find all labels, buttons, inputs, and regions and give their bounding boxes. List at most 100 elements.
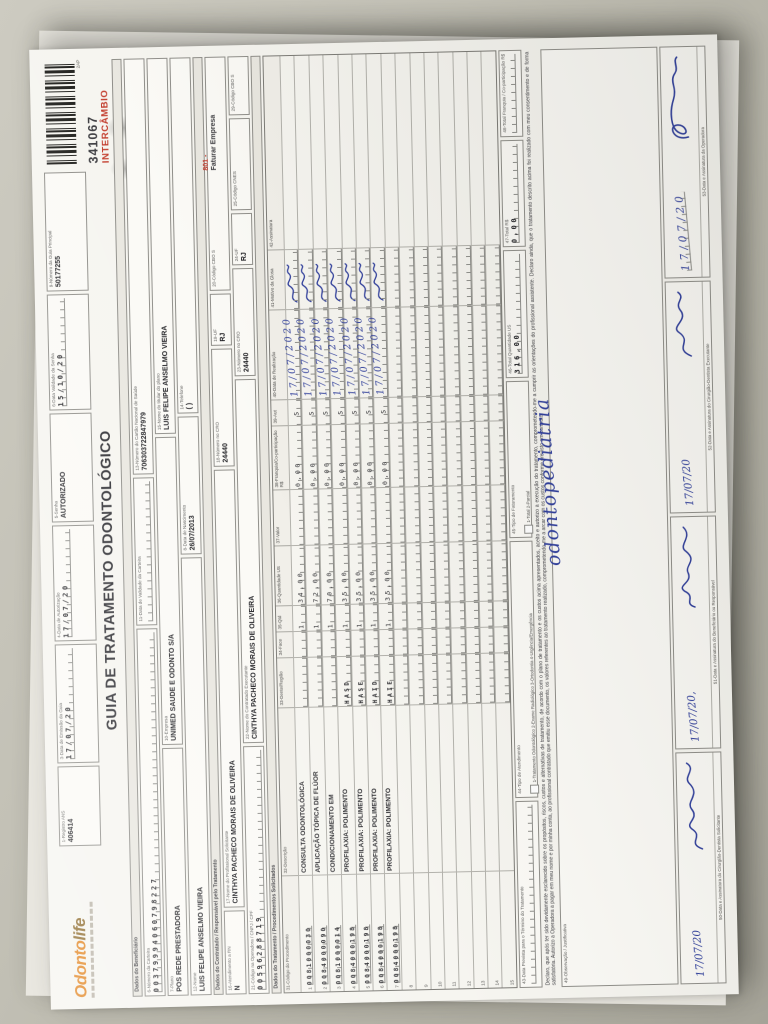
field-data-termino: 43-Data Prevista para o Término do Trata… bbox=[515, 800, 543, 989]
cell-qtd bbox=[450, 602, 466, 629]
signature-box-beneficiario: 17/07/20, 51-Data e Assinatura do Benefi… bbox=[669, 515, 722, 750]
cell-motivo-glosa bbox=[470, 245, 487, 306]
signature-squiggle-icon bbox=[685, 762, 704, 850]
table-row: 4 0084000198 PROFILAXIA: POLIMENTO HASD 1… bbox=[322, 54, 359, 992]
gto-form-sheet: Odontolife 1-Registro ANS 406414 3-Data … bbox=[29, 34, 739, 1010]
cell-aut bbox=[402, 397, 418, 424]
cell-dente: HAID bbox=[364, 656, 381, 707]
cell-aut: S bbox=[359, 398, 375, 425]
cell-aut bbox=[416, 396, 432, 424]
signature-box-solicitante: 17/07/20 50-Data e Assinatura do Cirurgi… bbox=[675, 751, 727, 985]
cell-qtd: 1 bbox=[378, 603, 394, 631]
cell-face bbox=[465, 627, 481, 655]
col-qtd: 35-Qtd bbox=[275, 606, 293, 633]
field-data-nascimento: 8-Data de Nascimento 26/07/2013 bbox=[177, 416, 202, 555]
cell-dente bbox=[393, 655, 410, 706]
cell-aut bbox=[387, 397, 403, 424]
cell-dente bbox=[494, 653, 511, 704]
cell-face bbox=[321, 631, 337, 658]
cell-valor bbox=[461, 485, 478, 543]
field-cbo-executante: 29-Código CBO S bbox=[227, 55, 250, 116]
barcode-icon bbox=[44, 59, 77, 165]
cell-dente bbox=[436, 654, 453, 705]
cell-dente bbox=[422, 654, 439, 706]
cell-face bbox=[335, 630, 351, 658]
signature-box-operadora: 17/07/20 53-Data e Assinatura da Operado… bbox=[659, 45, 711, 279]
cell-quantidade-us: 35,00 bbox=[362, 544, 379, 605]
table-row: 3 0081000014 CONDICIONAMENTO EM 1 70,00 0… bbox=[308, 55, 344, 992]
signature-squiggle-icon bbox=[681, 526, 696, 609]
field-tipo-atendimento: 44-Tipo de Atendimento 1-Tratamento Odon… bbox=[509, 540, 540, 798]
cell-dente: HASE bbox=[350, 656, 367, 707]
cell-dente bbox=[307, 657, 323, 708]
cell-valor bbox=[490, 485, 507, 542]
guia-number-stamp: 341067 INTERCÂMBIO bbox=[86, 59, 111, 163]
cell-motivo-glosa bbox=[312, 249, 329, 310]
cell-aut bbox=[431, 396, 447, 423]
table-row: 6 0084000198 PROFILAXIA: POLIMENTO HAID 1… bbox=[351, 54, 387, 991]
cell-franquia bbox=[417, 422, 434, 488]
cell-valor bbox=[418, 486, 435, 544]
field-plano: 7-Plano POS REDE PRESTADORA bbox=[162, 747, 189, 997]
col-motivo-glosa: 41-Motivo da Glosa bbox=[267, 250, 286, 311]
cell-motivo-glosa bbox=[384, 247, 401, 308]
field-observacao: 49-Observação / Justificativa odontopedi… bbox=[531, 46, 679, 988]
cell-face bbox=[493, 627, 509, 654]
cell-valor bbox=[318, 489, 334, 546]
signature-squiggle-icon bbox=[675, 291, 693, 357]
col-valor: 37-Valor bbox=[273, 490, 291, 547]
odontolife-logo: Odontolife bbox=[59, 849, 104, 998]
col-quantidade-us: 36-Quantidade US bbox=[274, 546, 292, 607]
cell-face bbox=[436, 628, 452, 655]
cell-aut bbox=[459, 395, 475, 423]
procedures-table: 31-Código do Procedimento 32-Descrição 3… bbox=[262, 50, 518, 994]
cell-face bbox=[350, 630, 365, 657]
col-franquia: 38-Franquia/Co-participação R$ bbox=[271, 426, 290, 491]
cell-face bbox=[450, 628, 466, 655]
cell-data-realizacao bbox=[486, 305, 504, 396]
cell-aut: S bbox=[344, 398, 360, 425]
cell-face bbox=[393, 629, 409, 656]
cell-franquia bbox=[474, 421, 491, 486]
cell-dente bbox=[465, 653, 482, 705]
cell-valor bbox=[332, 488, 349, 546]
cell-valor bbox=[389, 487, 406, 544]
procedure-rows: 1 0081000030 CONSULTA ODONTOLÓGICA 1 34,0… bbox=[279, 51, 517, 993]
field-data-autorizacao: 4-Data de Autorização 17/07/20 bbox=[51, 524, 97, 643]
field-atendimento-rn: 16-Atendimento a RN N bbox=[223, 910, 247, 995]
field-cro-executante: 23-Número no CRO 24440 bbox=[232, 267, 256, 377]
col-dente: 33-Dente/Região bbox=[277, 658, 295, 709]
cell-quantidade-us: 70,00 bbox=[319, 545, 336, 606]
cell-quantidade-us bbox=[420, 542, 436, 604]
cell-assinatura bbox=[480, 51, 500, 246]
gto-form: Odontolife 1-Registro ANS 406414 3-Data … bbox=[29, 34, 739, 1009]
cell-dente bbox=[480, 653, 496, 704]
table-row: 7 0084000198 PROFILAXIA: POLIMENTO HAIE 1… bbox=[365, 53, 402, 991]
cell-motivo-glosa bbox=[456, 245, 473, 307]
cell-dente: HAIE bbox=[379, 655, 395, 707]
cell-quantidade-us: 35,00 bbox=[376, 543, 393, 605]
cell-face bbox=[378, 629, 394, 657]
tipo-atendimento-checkbox bbox=[529, 784, 540, 794]
cell-aut: S bbox=[330, 398, 346, 426]
cell-aut: S bbox=[301, 399, 317, 426]
logo-text: Odontolife bbox=[69, 917, 91, 999]
cell-face bbox=[292, 631, 308, 659]
cell-motivo-glosa bbox=[355, 248, 372, 309]
table-row: 2 0084000090 APLICAÇÃO TÓPICA DE FLÚOR 1 … bbox=[293, 55, 330, 992]
cell-valor bbox=[289, 489, 305, 547]
cell-qtd: 1 bbox=[306, 605, 322, 632]
cell-quantidade-us: 34,00 bbox=[290, 545, 307, 607]
cell-codigo: 15 bbox=[499, 871, 517, 988]
cell-franquia: 0,00 bbox=[302, 425, 319, 490]
cell-franquia bbox=[431, 422, 448, 487]
cell-face bbox=[364, 630, 380, 657]
cell-motivo-glosa bbox=[298, 249, 314, 310]
col-face: 34-Face bbox=[276, 632, 294, 659]
cell-franquia bbox=[489, 421, 506, 486]
cell-franquia bbox=[446, 422, 462, 487]
cell-qtd: 1 bbox=[320, 605, 336, 632]
cell-aut: S bbox=[287, 399, 303, 427]
intercambio-label: INTERCÂMBIO bbox=[98, 89, 112, 164]
